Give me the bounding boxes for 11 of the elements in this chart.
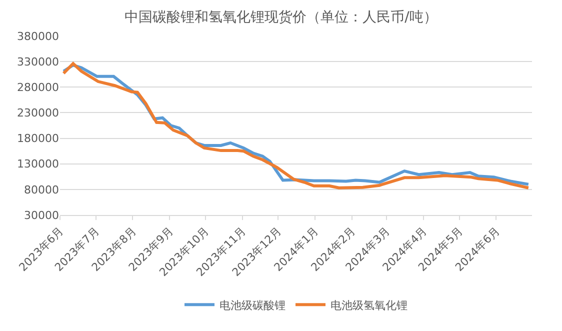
y-tick-label: 180000 (17, 132, 59, 146)
y-tick-label: 380000 (17, 30, 59, 43)
y-tick-label: 30000 (24, 208, 59, 222)
chart-title: 中国碳酸锂和氢氧化锂现货价（单位：人民币/吨） (124, 9, 438, 26)
y-tick-label: 330000 (17, 55, 59, 68)
y-tick-label: 80000 (24, 183, 59, 196)
y-tick-label: 130000 (17, 158, 59, 171)
legend-label: 电池级碳酸锂 (220, 298, 286, 312)
y-tick-label: 230000 (17, 106, 59, 120)
y-tick-label: 280000 (17, 80, 59, 94)
legend-label: 电池级氢氧化锂 (330, 298, 408, 312)
